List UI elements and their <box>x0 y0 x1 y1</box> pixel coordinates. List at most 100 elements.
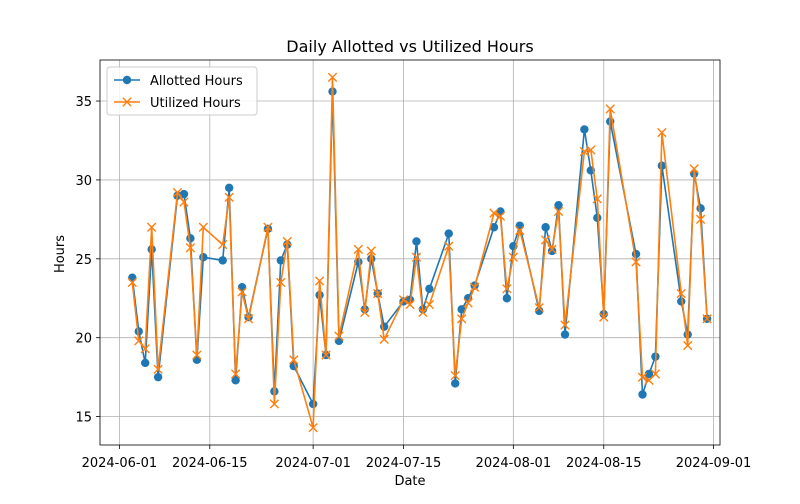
data-point-utilized-hours <box>702 314 712 324</box>
data-point-allotted-hours <box>541 223 550 232</box>
data-point-utilized-hours <box>489 208 499 218</box>
data-point-utilized-hours <box>599 312 609 322</box>
series-utilized-hours <box>127 72 712 433</box>
data-point-utilized-hours <box>218 239 228 250</box>
data-point-utilized-hours <box>127 277 137 288</box>
data-point-allotted-hours <box>534 306 544 316</box>
data-point-utilized-hours <box>146 222 157 232</box>
data-point-utilized-hours <box>224 192 234 202</box>
data-point-utilized-hours <box>373 288 383 299</box>
x-tick-label: 2024-08-01 <box>476 456 552 471</box>
data-point-utilized-hours <box>560 320 570 330</box>
data-point-utilized-hours <box>469 282 480 292</box>
data-point-utilized-hours <box>153 364 163 374</box>
y-tick-label: 20 <box>75 332 92 347</box>
x-tick-label: 2024-06-01 <box>82 456 158 471</box>
data-point-utilized-hours <box>334 331 344 341</box>
data-point-utilized-hours <box>683 340 693 351</box>
data-point-allotted-hours <box>677 297 686 306</box>
data-point-allotted-hours <box>231 376 240 385</box>
x-tick-label: 2024-08-15 <box>566 456 642 471</box>
data-point-allotted-hours <box>128 273 137 282</box>
data-point-allotted-hours <box>186 234 195 243</box>
data-point-allotted-hours <box>147 245 156 254</box>
data-point-allotted-hours <box>457 305 466 314</box>
data-point-utilized-hours <box>308 422 318 433</box>
data-point-allotted-hours <box>276 256 286 265</box>
data-point-utilized-hours <box>321 350 331 360</box>
data-point-utilized-hours <box>586 145 596 155</box>
data-point-utilized-hours <box>553 206 564 217</box>
data-point-allotted-hours <box>593 213 602 222</box>
data-point-allotted-hours <box>547 246 557 256</box>
data-point-utilized-hours <box>269 399 280 409</box>
data-point-utilized-hours <box>366 246 376 256</box>
data-point-utilized-hours <box>515 225 525 236</box>
data-point-utilized-hours <box>379 334 389 344</box>
data-point-utilized-hours <box>463 298 473 308</box>
data-point-utilized-hours <box>360 307 370 318</box>
data-point-utilized-hours <box>282 236 292 247</box>
data-point-allotted-hours <box>444 229 453 238</box>
data-point-utilized-hours <box>172 187 183 198</box>
data-point-utilized-hours <box>314 276 325 286</box>
data-point-allotted-hours <box>451 379 460 388</box>
grid <box>100 60 720 445</box>
data-point-utilized-hours <box>689 164 699 174</box>
data-point-utilized-hours <box>327 72 338 83</box>
data-point-utilized-hours <box>502 284 512 294</box>
y-tick-label: 15 <box>75 411 92 426</box>
data-point-utilized-hours <box>418 307 428 318</box>
data-point-allotted-hours <box>308 399 318 409</box>
data-point-allotted-hours <box>580 125 589 134</box>
data-point-allotted-hours <box>334 336 344 346</box>
x-tick-label: 2024-07-01 <box>275 456 351 471</box>
data-point-utilized-hours <box>676 288 686 299</box>
y-tick-label: 25 <box>75 253 92 268</box>
data-point-utilized-hours <box>695 214 706 225</box>
data-point-utilized-hours <box>405 299 415 310</box>
legend-marker-utilized-hours <box>122 97 132 107</box>
data-point-allotted-hours <box>192 355 202 364</box>
data-point-allotted-hours <box>218 256 227 265</box>
data-point-allotted-hours <box>515 221 524 230</box>
data-point-allotted-hours <box>657 161 667 170</box>
data-point-utilized-hours <box>289 355 299 365</box>
data-point-utilized-hours <box>605 104 615 114</box>
data-point-utilized-hours <box>592 194 602 204</box>
data-point-utilized-hours <box>230 369 241 379</box>
x-tick-label: 2024-07-15 <box>366 456 442 471</box>
data-point-allotted-hours <box>412 237 421 246</box>
data-point-allotted-hours <box>153 372 163 382</box>
data-point-allotted-hours <box>554 200 563 210</box>
x-axis-label: Date <box>394 474 425 489</box>
data-point-utilized-hours <box>650 369 661 379</box>
data-point-allotted-hours <box>237 283 247 292</box>
x-tick-label: 2024-09-01 <box>676 456 752 471</box>
data-point-utilized-hours <box>495 211 506 221</box>
data-point-allotted-hours <box>631 249 641 259</box>
y-tick-label: 35 <box>75 95 92 110</box>
axes: 2024-06-01 2024-06-15 2024-07-01 2024-07-15… <box>75 95 751 471</box>
y-axis-label: Hours <box>53 235 68 273</box>
series-group <box>127 72 712 433</box>
data-point-allotted-hours <box>425 284 434 293</box>
legend-marker-allotted-hours <box>122 75 132 85</box>
data-point-utilized-hours <box>134 336 144 346</box>
legend: Allotted Hours Utilized Hours <box>106 66 258 116</box>
data-point-utilized-hours <box>547 244 557 255</box>
data-point-allotted-hours <box>224 183 234 193</box>
data-point-allotted-hours <box>199 253 208 262</box>
data-point-utilized-hours <box>637 372 648 382</box>
data-point-utilized-hours <box>263 222 273 232</box>
data-point-allotted-hours <box>644 369 654 379</box>
data-point-allotted-hours <box>502 294 512 303</box>
data-point-utilized-hours <box>198 222 209 232</box>
data-point-allotted-hours <box>560 330 570 339</box>
data-point-utilized-hours <box>631 257 641 267</box>
data-point-utilized-hours <box>450 370 460 381</box>
chart-title: Daily Allotted vs Utilized Hours <box>286 37 533 56</box>
data-point-allotted-hours <box>141 358 150 368</box>
data-point-utilized-hours <box>398 295 409 305</box>
